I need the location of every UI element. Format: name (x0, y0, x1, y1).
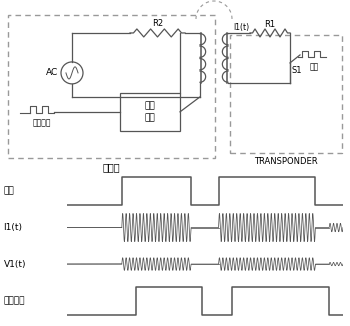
Text: V1(t): V1(t) (4, 259, 26, 269)
Bar (120, 93, 180, 131)
Text: AC: AC (46, 68, 58, 77)
Text: S1: S1 (292, 67, 302, 75)
Text: TRANSPONDER: TRANSPONDER (254, 157, 318, 166)
Text: I1(t): I1(t) (4, 223, 22, 232)
Text: I1(t): I1(t) (233, 23, 249, 33)
Text: 信號
處理: 信號 處理 (145, 102, 155, 122)
Text: 資料: 資料 (4, 186, 14, 196)
Text: 資料: 資料 (309, 62, 318, 71)
Text: R2: R2 (152, 20, 163, 28)
Text: 讀卡機: 讀卡機 (103, 162, 120, 172)
Text: 資料輸出: 資料輸出 (33, 118, 51, 127)
Text: R1: R1 (265, 21, 275, 29)
Text: 資料輸出: 資料輸出 (4, 296, 25, 305)
